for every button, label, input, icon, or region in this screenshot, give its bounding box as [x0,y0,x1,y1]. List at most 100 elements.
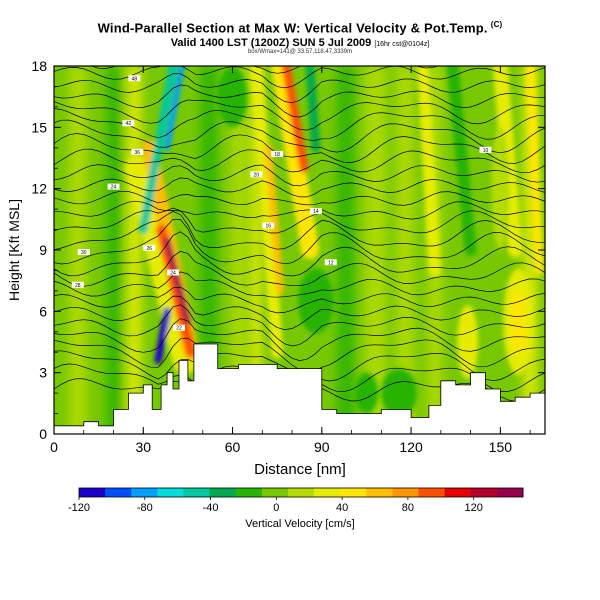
isentrope-label-text: 24 [170,270,176,276]
isentrope-label-bg [262,222,275,229]
chart-title-text: Wind-Parallel Section at Max W: Vertical… [97,20,488,36]
x-tick-label: 90 [314,439,330,455]
isentrope-line [54,271,545,298]
colorbar-tick-label: 0 [273,502,279,514]
isentrope-label: 16 [262,222,275,229]
colorbar-swatch [131,488,158,497]
isentrope-line [54,73,545,104]
isentrope-label-bg [131,148,144,155]
colorbar-swatch [287,488,315,497]
field-streak [305,66,321,153]
field-streak [281,66,309,173]
isentrope-label-bg [107,183,120,190]
isentrope-label-text: 12 [328,260,334,266]
y-tick-label: 0 [39,426,47,442]
chart-subtitle-2: box/Wmax=141@ 33.57,118.47,3339m [247,49,353,55]
chart-subtitle-text: Valid 1400 LST (1200Z) SUN 5 Jul 2009 [170,37,372,49]
field-streak [446,66,477,256]
isentrope-label: 28 [71,281,84,289]
isentrope-label-bg [479,146,492,153]
field-band [481,66,496,434]
field-band [396,66,415,434]
isentrope-label-bg [77,249,90,256]
isentrope-label-text: 10 [483,148,489,154]
isentrope-line [54,66,545,89]
colorbar-swatch [235,488,263,497]
field-band [231,66,246,434]
colorbar-swatch [209,488,237,497]
field-streak [164,66,185,151]
colorbar-tick-label: 40 [336,502,348,514]
isentrope-label-bg [71,281,84,288]
y-tick-label: 12 [31,181,47,197]
colorbar-swatch [444,488,472,497]
isentrope-label-text: 16 [265,223,271,229]
isentrope-line [54,119,545,154]
isentrope-label: 24 [107,183,120,191]
isentrope-line [54,84,545,118]
isentrope-label-bg [172,324,185,331]
field-core [491,127,510,250]
isentrope-label-text: 24 [111,185,117,191]
field-core [381,368,418,418]
isentrope-line [54,148,545,174]
colorbar-swatch [340,488,367,497]
colorbar-swatch [366,488,393,497]
isentrope-line [54,207,545,234]
isentrope-line [54,304,545,347]
y-tick-label: 3 [39,365,47,381]
colorbar-tick-label: -120 [68,502,90,514]
isentrope-label-bg [250,171,263,178]
colorbar-tick-label: -40 [203,502,219,514]
colorbar-swatch [79,488,106,497]
colorbar-swatch [470,488,498,497]
isentrope-line [54,108,545,141]
field-streak [155,224,197,358]
isentrope-label-text: 20 [254,172,260,178]
isentrope-label: 10 [479,146,492,154]
isentrope-label: 22 [172,324,185,332]
isentrope-line [54,218,545,265]
chart-subtitle: Valid 1400 LST (1200Z) SUN 5 Jul 2009 [1… [0,37,600,49]
colorbar-swatch [392,488,420,497]
isentrope-label-text: 42 [126,121,132,127]
colorbar-tick-label: 120 [464,502,482,514]
isentrope-line [54,318,545,361]
isentrope-line [54,200,545,220]
isentrope-label-bg [309,208,322,215]
field-core [298,268,334,334]
colorbar-swatch [105,488,132,497]
colorbar-tick-label: 80 [402,502,414,514]
isentrope-line [54,99,545,131]
isentrope-label: 26 [143,244,156,252]
isentrope-contours: 48 42 36 24 30 28 26 24 22 20 18 16 14 12 10 [54,66,545,402]
isentrope-label-bg [143,244,156,251]
isentrope-line [54,250,545,287]
field-core [457,305,479,379]
isentrope-label-bg [128,75,141,82]
colorbar-frame [78,487,524,498]
field-streak [264,144,284,295]
colorbar-swatch [157,488,184,497]
colorbar-swatch [496,488,524,497]
isentrope-line [54,231,545,277]
isentrope-label-bg [167,269,180,276]
isentrope-label: 36 [131,148,144,156]
chart-title: Wind-Parallel Section at Max W: Vertical… [0,20,600,35]
isentrope-line [54,177,545,198]
isentrope-line [54,286,545,314]
colorbar-swatch [418,488,446,497]
isentrope-label-bg [122,120,135,127]
colorbar: -120 -80 -40 0 40 80 120 [68,487,524,514]
y-tick-label: 9 [39,242,47,258]
field-streak [250,66,284,359]
colorbar-tick-label: -80 [137,502,153,514]
isentrope-label-text: 22 [176,326,182,332]
isentrope-label-text: 48 [132,76,138,82]
isentrope-line [54,295,545,330]
field-streak [154,307,171,365]
chart-title-mark: (C) [490,20,503,29]
colorbar-swatch [261,488,289,497]
isentrope-label: 20 [250,171,263,178]
